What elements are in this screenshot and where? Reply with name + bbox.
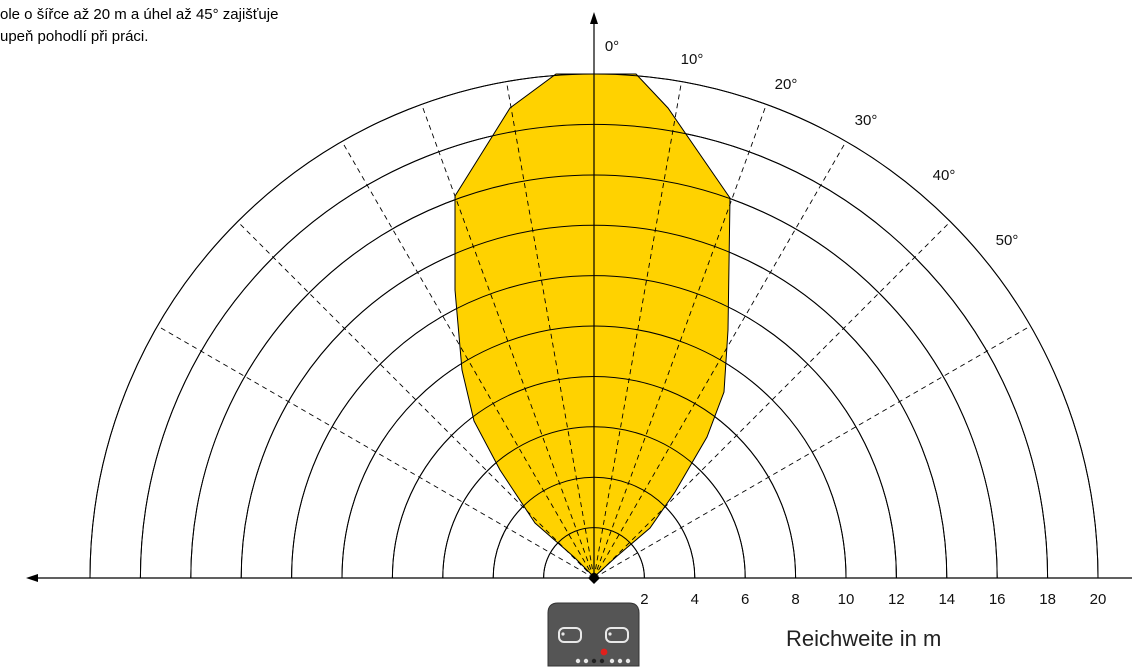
range-tick-label: 16 (989, 591, 1006, 608)
range-tick-label: 20 (1090, 591, 1107, 608)
range-tick-label: 4 (691, 591, 699, 608)
sensor-led (600, 648, 608, 656)
horizontal-axis-arrow (26, 574, 38, 582)
angle-ray (421, 104, 595, 579)
range-tick-label: 18 (1039, 591, 1056, 608)
coverage-area (454, 73, 731, 578)
angle-ray (593, 141, 847, 579)
angle-label: 10° (681, 51, 704, 68)
angle-ray (593, 325, 1031, 579)
angle-ray (341, 141, 595, 579)
range-tick-label: 10 (838, 591, 855, 608)
angle-label: 40° (933, 167, 956, 184)
origin-marker (588, 572, 600, 584)
caption-line-2: upeň pohodlí při práci. (0, 28, 149, 45)
angle-ray (237, 221, 595, 579)
range-tick-labels: 2 4 6 8 10 12 14 16 18 20 (640, 591, 1106, 608)
sensor-window-left (558, 627, 582, 643)
angle-label: 20° (775, 76, 798, 93)
sensor-window-right (605, 627, 629, 643)
sensor-body (547, 602, 640, 667)
angle-ray (506, 81, 595, 579)
axis-title: Reichweite in m (786, 626, 942, 651)
caption: ole o šířce až 20 m a úhel až 45° zajišť… (0, 4, 420, 48)
angle-rays (157, 81, 1031, 579)
angle-labels: 0° 10° 20° 30° 40° 50° (605, 38, 1019, 249)
angle-ray (593, 81, 682, 579)
angle-label: 0° (605, 38, 619, 55)
range-tick-label: 14 (938, 591, 955, 608)
caption-line-1: ole o šířce až 20 m a úhel až 45° zajišť… (0, 6, 279, 23)
sensor-device (547, 602, 640, 667)
angle-ray (593, 104, 767, 579)
range-tick-label: 8 (791, 591, 799, 608)
angle-label: 50° (996, 232, 1019, 249)
angle-label: 30° (855, 112, 878, 129)
angle-ray (593, 221, 951, 579)
angle-ray (157, 325, 595, 579)
range-tick-label: 12 (888, 591, 905, 608)
range-tick-label: 6 (741, 591, 749, 608)
vertical-axis-arrow (590, 12, 598, 24)
range-tick-label: 2 (640, 591, 648, 608)
